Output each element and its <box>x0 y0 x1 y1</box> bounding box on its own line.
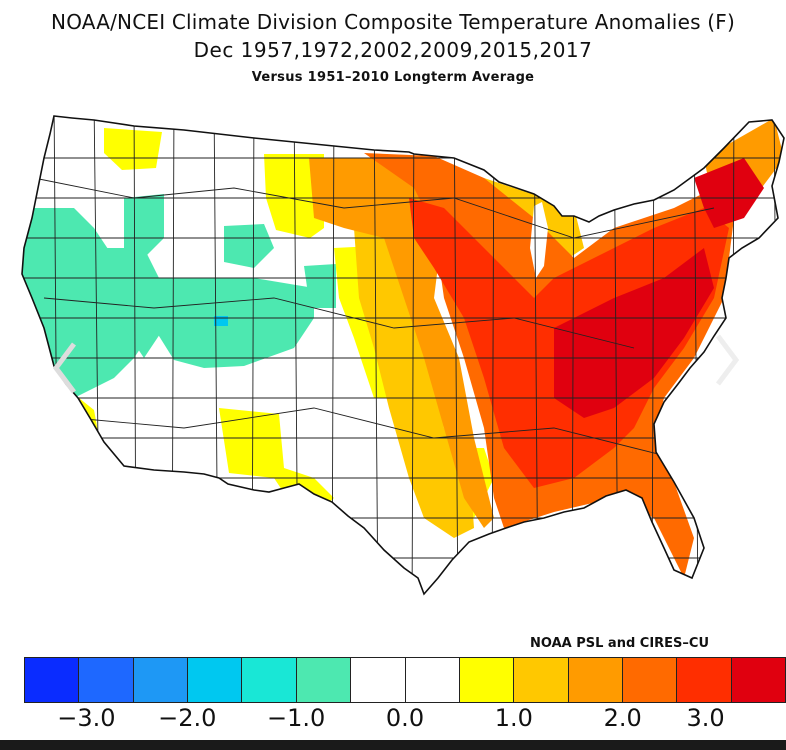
colorbar-tick-label: 0.0 <box>385 704 425 732</box>
region-cool-wyoming-east <box>304 264 336 308</box>
colorbar-swatch <box>514 658 569 702</box>
colorbar-tick-label: 2.0 <box>603 704 642 732</box>
region-warm-dakotas <box>309 158 494 528</box>
colorbar-tick-label: 3.0 <box>686 704 725 732</box>
map-reference-period: Versus 1951–2010 Longterm Average <box>251 70 535 85</box>
climate-division-borders <box>22 116 784 594</box>
colorbar-swatch <box>568 658 623 702</box>
map-title: NOAA/NCEI Climate Division Composite Tem… <box>51 10 735 34</box>
colorbar-swatch <box>622 658 678 702</box>
colorbar-tick-label: −3.0 <box>57 704 116 732</box>
region-cool-utah-colorado <box>154 278 314 368</box>
colorbar <box>24 657 786 703</box>
colorbar-swatch <box>405 658 460 702</box>
colorbar-swatch <box>188 658 243 702</box>
colorbar-swatch <box>296 658 352 702</box>
bottom-bar <box>0 740 786 750</box>
region-hot-new-england <box>694 158 764 228</box>
colorbar-swatch <box>677 658 732 702</box>
region-hot-appalachia <box>554 248 714 418</box>
lake-blue-spot <box>214 316 228 326</box>
chevron-right-icon[interactable] <box>712 330 742 390</box>
colorbar-tick-label: −2.0 <box>158 704 217 732</box>
colorbar-swatch <box>731 658 786 702</box>
map-subtitle: Dec 1957,1972,2002,2009,2015,2017 <box>193 38 593 62</box>
colorbar-tick-label: −1.0 <box>267 704 326 732</box>
temperature-anomaly-map <box>21 115 785 595</box>
colorbar-swatch <box>25 658 80 702</box>
region-warm-montana-north <box>104 128 162 170</box>
region-warm-great-plains <box>354 228 474 538</box>
data-credit: NOAA PSL and CIRES–CU <box>530 636 710 651</box>
colorbar-swatch <box>133 658 189 702</box>
colorbar-swatch <box>459 658 515 702</box>
colorbar-tick-label: 1.0 <box>494 704 533 732</box>
region-cool-wyoming <box>224 224 274 268</box>
region-cool-nevada <box>74 248 164 358</box>
colorbar-swatch <box>351 658 406 702</box>
colorbar-swatch <box>242 658 297 702</box>
colorbar-swatch <box>79 658 134 702</box>
chevron-left-icon[interactable] <box>50 338 80 398</box>
region-warm-montana-east <box>264 154 324 238</box>
